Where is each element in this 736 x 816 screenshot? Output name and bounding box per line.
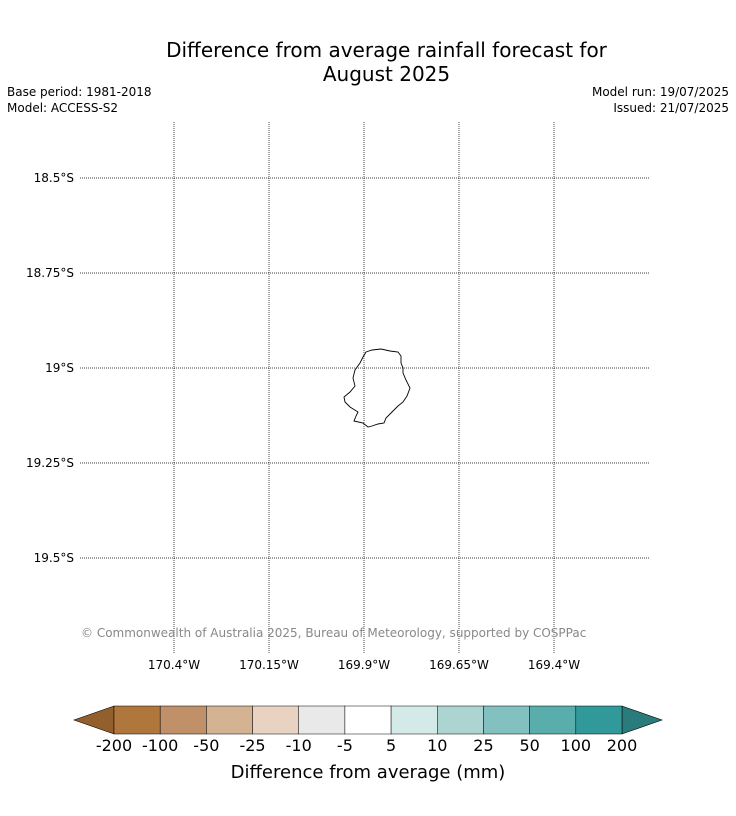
colorbar-segment [252,705,299,735]
colorbar-tick-label: -10 [285,736,312,755]
title-line-2: August 2025 [322,62,451,86]
colorbar-segment [575,705,623,735]
longitude-label: 169.9°W [337,658,391,672]
longitude-label: 169.4°W [527,658,581,672]
colorbar-label: Difference from average (mm) [230,762,506,783]
colorbar-extend-high [621,705,663,735]
longitude-label: 169.65°W [429,658,489,672]
latitude-label: 19.5°S [33,551,74,565]
colorbar-segment [390,705,438,735]
meta-right: Model run: 19/07/2025 Issued: 21/07/2025 [592,84,729,116]
colorbar-tick-label: 10 [427,736,448,755]
map-title: Difference from average rainfall forecas… [0,38,736,86]
graticule [80,122,649,653]
island-coastline [343,348,411,428]
colorbar-tick-label: -100 [142,736,179,755]
colorbar-segment [437,705,484,735]
copyright-notice: © Commonwealth of Australia 2025, Bureau… [81,626,587,640]
colorbar-tick-label: 5 [385,736,397,755]
colorbar-tick-label: 25 [473,736,494,755]
colorbar-segment [344,705,392,735]
base-period: Base period: 1981-2018 [7,85,152,99]
colorbar-tick-label: 100 [560,736,592,755]
colorbar-tick-label: 200 [606,736,638,755]
colorbar-segment [206,705,253,735]
longitude-label: 170.15°W [239,658,299,672]
colorbar-segment [298,705,346,735]
meta-left: Base period: 1981-2018 Model: ACCESS-S2 [7,84,152,116]
colorbar-segment [113,705,161,735]
model-name: Model: ACCESS-S2 [7,101,119,115]
title-line-1: Difference from average rainfall forecas… [166,38,607,62]
colorbar-tick-label: -50 [193,736,220,755]
colorbar-tick-label: -25 [239,736,266,755]
colorbar [73,705,663,735]
issued-date: Issued: 21/07/2025 [613,101,729,115]
latitude-label: 18.75°S [26,266,74,280]
latitude-label: 19°S [45,361,74,375]
colorbar-segment [483,705,530,735]
colorbar-extend-low [73,705,115,735]
longitude-label: 170.4°W [147,658,201,672]
colorbar-segment [529,705,577,735]
colorbar-tick-label: 50 [519,736,540,755]
latitude-label: 18.5°S [33,171,74,185]
latitude-label: 19.25°S [26,456,74,470]
colorbar-tick-label: -200 [95,736,133,755]
model-run: Model run: 19/07/2025 [591,85,729,99]
colorbar-segment [159,705,207,735]
colorbar-tick-label: -5 [336,736,353,755]
